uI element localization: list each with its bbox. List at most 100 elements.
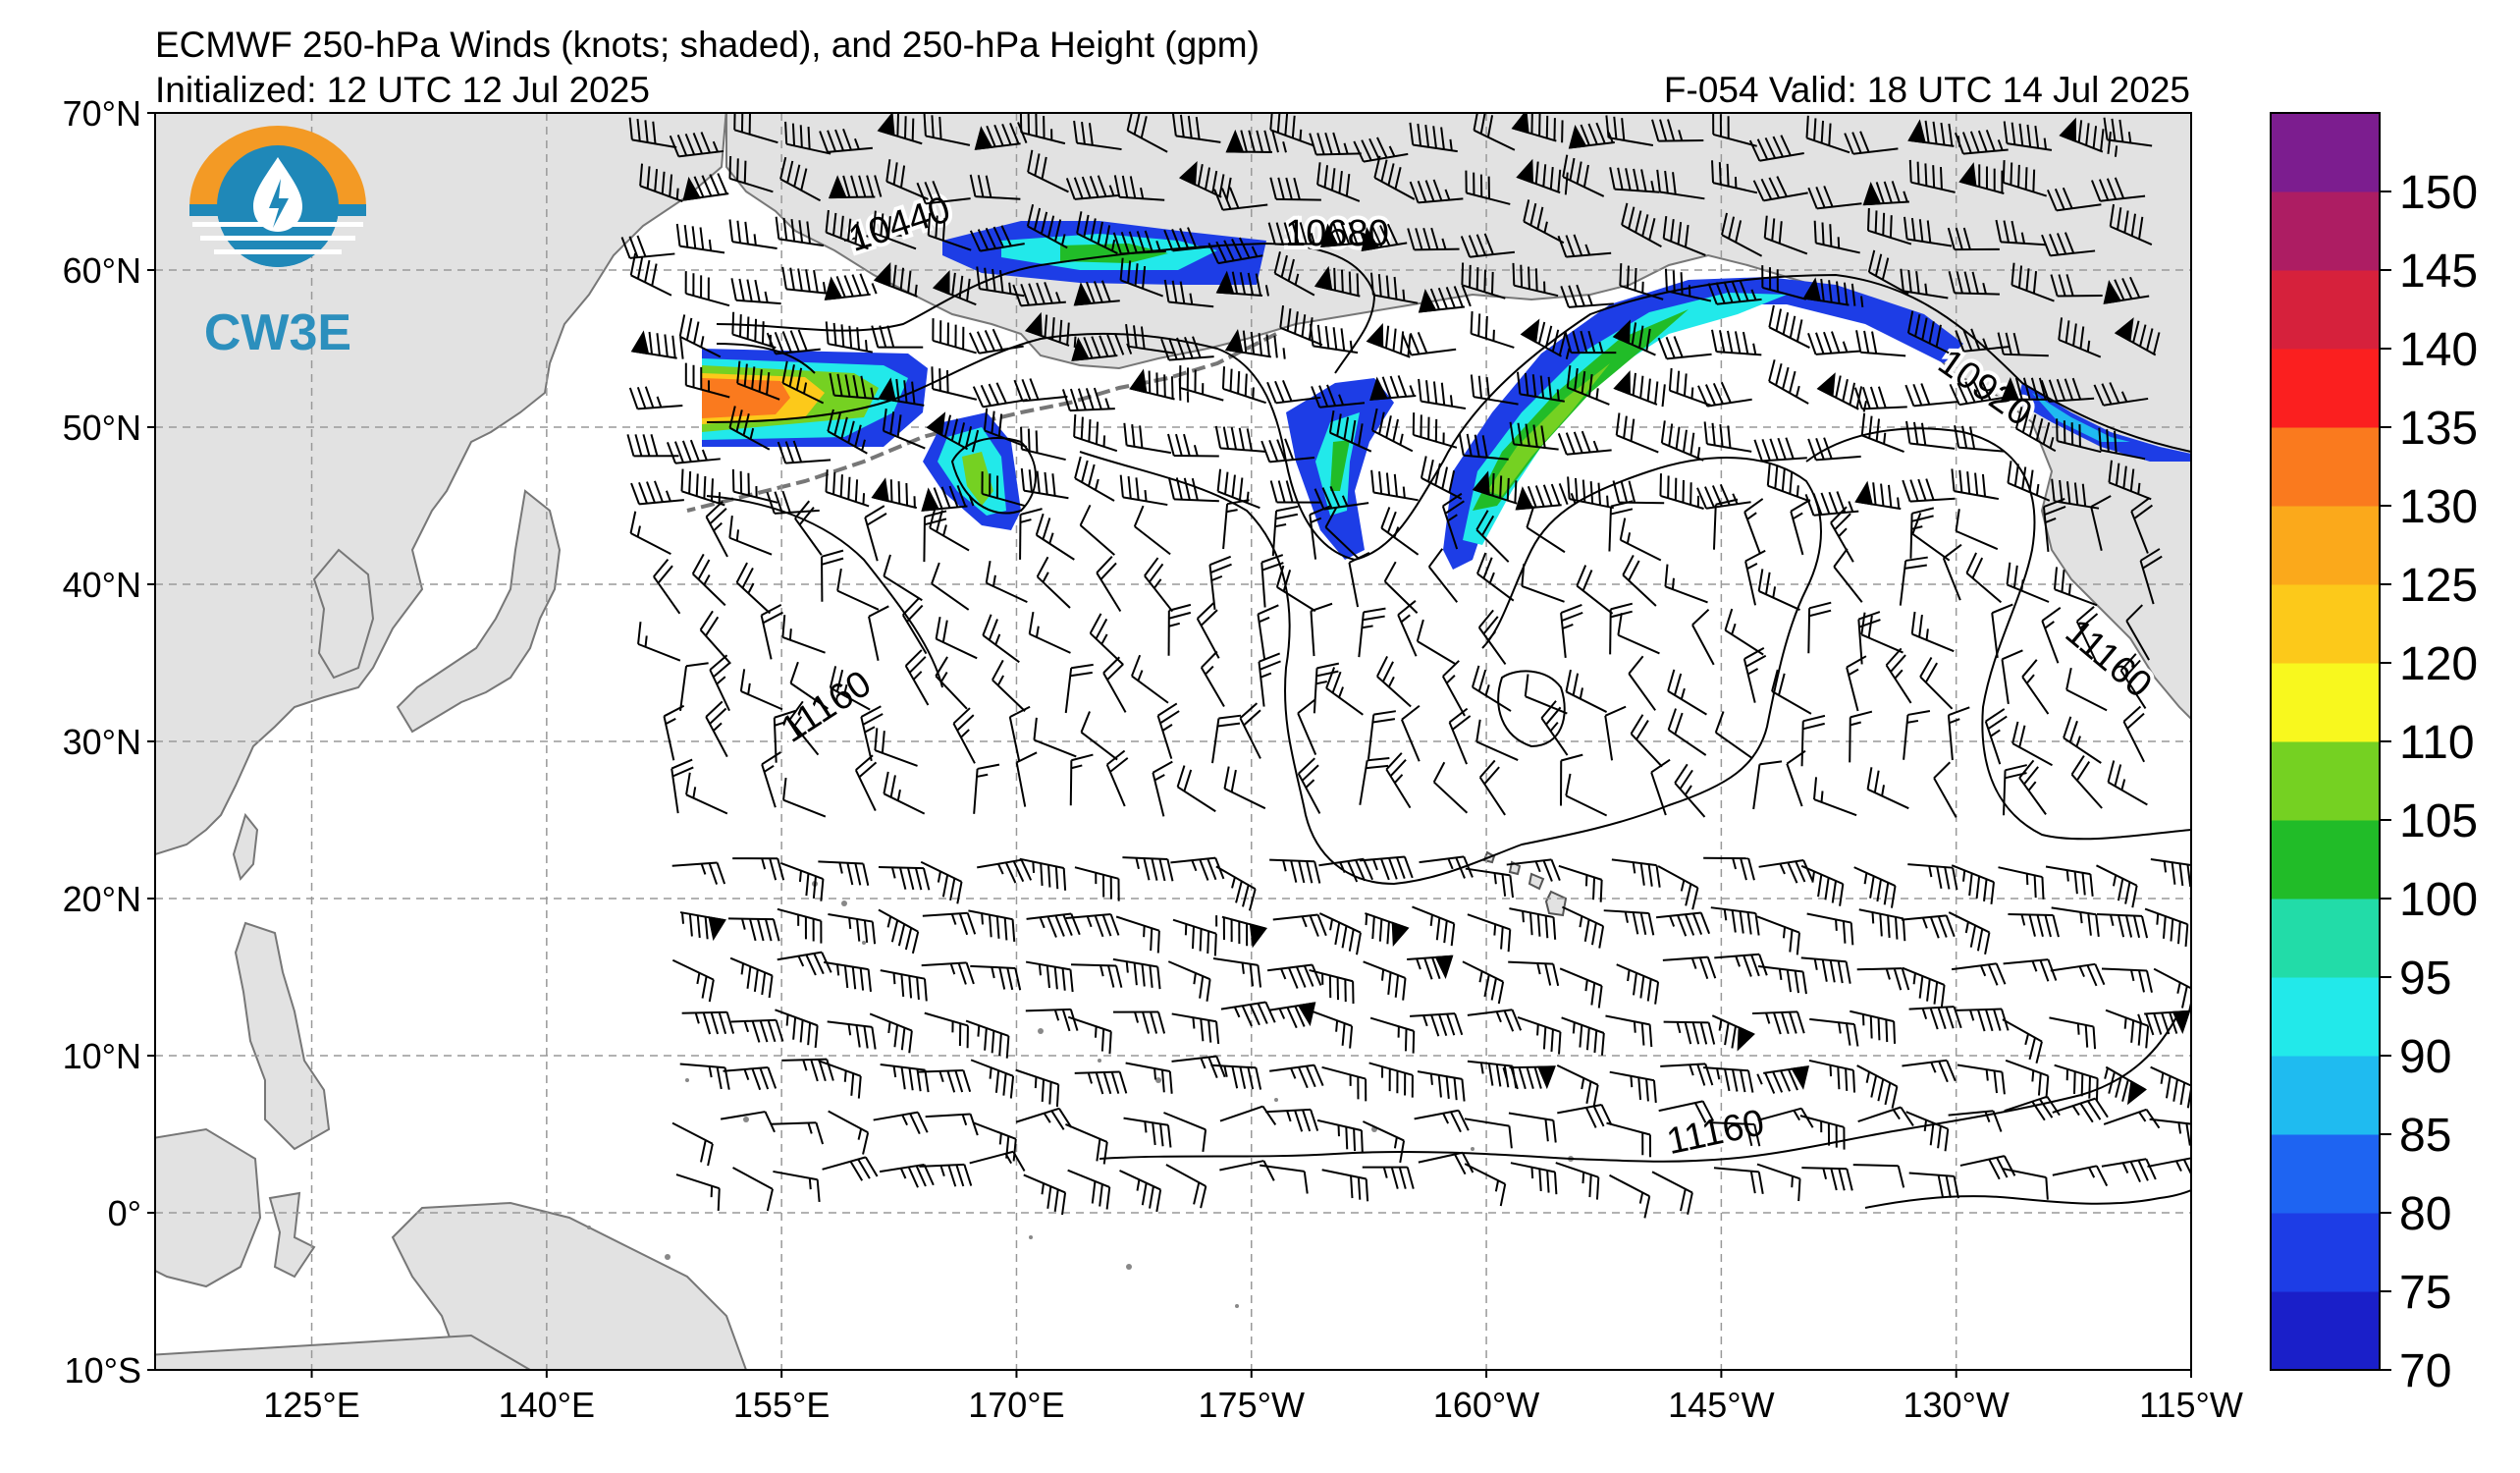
wind-barb [1756,915,1800,955]
wind-barb [1172,918,1217,956]
wind-barb [1515,482,1577,511]
wind-barb [1365,912,1410,947]
wind-barb [2014,407,2057,453]
wind-barb [2008,913,2060,938]
wind-barb [739,669,783,711]
wind-barb [1369,1016,1416,1054]
wind-barb [1812,777,1857,817]
wind-barb [1711,160,1758,194]
wind-barb [1167,476,1219,503]
wind-barb [2050,962,2106,987]
wind-barb [1862,181,1909,206]
colorbar-segment [2271,113,2380,192]
wind-barb [1905,1111,1950,1152]
lat-label: 30°N [63,722,141,762]
wind-barb [1650,758,1671,816]
wind-barb [1801,1167,1853,1191]
wind-barb [1753,437,1807,463]
wind-barb [1171,1012,1220,1045]
longitude-axis: 125°E 140°E 155°E 170°E 175°W 160°W 145°W 130°W… [263,1370,2243,1425]
wind-barb [1113,1010,1166,1034]
wind-barb [924,1011,969,1049]
wind-barb [1366,323,1412,358]
wind-barb [1965,552,2003,604]
wind-barb [972,382,1028,409]
contour-10920-b [950,437,1037,515]
wind-barb [822,1156,879,1181]
landmass-borneo [155,1127,262,1288]
wind-barb [2104,1065,2147,1106]
colorbar-segment [2271,741,2380,821]
colorbar-segment [2271,663,2380,742]
wind-barb [1313,662,1340,714]
wind-barb [981,471,1027,508]
wind-barb [1470,310,1515,349]
wind-barb [1074,456,1115,502]
wind-barb [1380,507,1420,556]
wind-barb [2103,117,2153,147]
wind-barb [1208,555,1232,610]
wind-barb [1959,1155,2016,1180]
wind-barb [916,181,971,205]
wind-barb [1991,603,2013,658]
wind-barb [1800,864,1845,906]
wind-barb [825,469,870,508]
wind-barb [1160,336,1214,361]
wind-barb [729,956,774,999]
wind-barb [1475,719,1519,762]
wind-barb [1328,409,1372,453]
wind-barb [1215,270,1269,298]
wind-barb [1566,364,1610,406]
wind-barb [2125,604,2150,661]
wind-barb [1901,914,1956,939]
wind-barb [1020,426,1066,462]
wind-barb [728,515,773,556]
wind-barb [1477,609,1507,665]
wind-barb [1844,131,1899,155]
wind-barb [1269,480,1322,504]
wind-barb [904,649,930,706]
wind-barb [1269,858,1321,884]
wind-barb [1948,1110,2003,1132]
jet-streak-trough [1286,378,1394,560]
wind-barb [2002,160,2048,197]
colorbar-tick-label: 80 [2399,1188,2451,1240]
wind-barb [2130,497,2154,554]
wind-barb [1506,858,1561,882]
wind-barb [1744,549,1766,606]
wind-barb [1955,509,1999,551]
wind-barb [1604,705,1627,761]
wind-barb [1766,463,1811,503]
wind-barb [1557,430,1612,456]
wind-barb [1370,469,1419,502]
wind-barb [879,1163,935,1188]
wind-barb [2103,276,2150,304]
wind-barb [1516,158,1569,195]
colorbar-segment [2271,349,2380,428]
wind-barb [1853,866,1897,908]
wind-barb [992,659,1026,712]
colorbar: 150 145 140 135 130 125 120 110 105 100 95 90 85 80 75… [2270,112,2478,1397]
wind-barb [1712,498,1739,550]
wind-barb [1370,408,1414,453]
wind-barb [824,960,872,992]
wind-barb [1407,227,1460,251]
wind-barb [1951,962,2007,986]
wind-barb [1786,749,1806,807]
wind-barb [670,758,694,814]
wind-barb [1850,1009,1897,1044]
colorbar-tick-label: 145 [2399,246,2478,298]
jet-streak-ridge [1443,277,1963,570]
wind-barb [1196,602,1220,659]
wind-barb [709,654,731,712]
wind-barb [680,468,725,507]
wind-barb [1470,374,1519,406]
wind-barb [1375,656,1412,708]
wind-barb [1383,561,1419,614]
wind-barb [1079,504,1115,556]
contour-10920-a [706,273,2191,562]
wind-barb [1069,753,1094,806]
wind-barb [1067,1015,1112,1055]
wind-barb [1385,752,1412,809]
